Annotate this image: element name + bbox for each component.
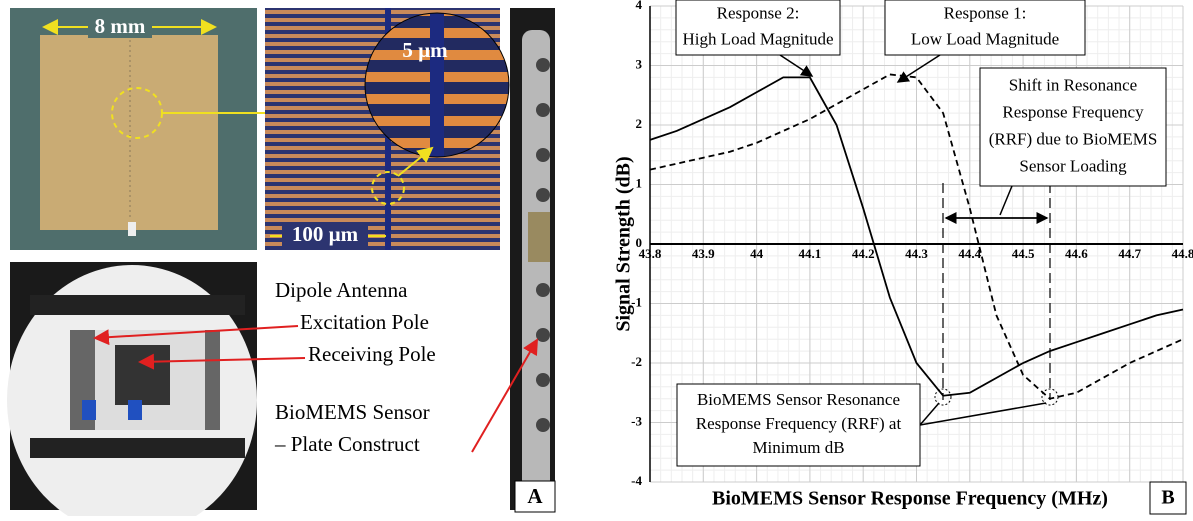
scale-label: 8 mm xyxy=(95,14,146,38)
y-tick-label: 1 xyxy=(636,175,643,190)
x-tick-label: 43.9 xyxy=(692,246,715,261)
x-tick-label: 44.7 xyxy=(1118,246,1141,261)
photo-microscope: 5 µm 100 µm xyxy=(265,8,520,250)
y-tick-label: -2 xyxy=(631,354,642,369)
x-tick-label: 44.5 xyxy=(1012,246,1035,261)
figure: 8 mm 5 µm 100 µm A Dipole Antenna Excita… xyxy=(0,0,1193,516)
callout-label: BioMEMS Sensor xyxy=(275,400,430,424)
annotation: Minimum dB xyxy=(752,438,844,457)
y-tick-label: -4 xyxy=(631,473,642,488)
scale-label: 100 µm xyxy=(292,222,359,246)
annotation: BioMEMS Sensor Resonance xyxy=(697,390,900,409)
x-tick-label: 44.8 xyxy=(1172,246,1193,261)
x-tick-label: 44.2 xyxy=(852,246,875,261)
callout-label: Receiving Pole xyxy=(308,342,436,366)
annotation: Response 1: xyxy=(944,3,1027,22)
x-tick-label: 44.3 xyxy=(905,246,928,261)
callout-label: Excitation Pole xyxy=(300,310,429,334)
scale-label: 5 µm xyxy=(402,38,448,62)
y-tick-label: 3 xyxy=(636,56,643,71)
y-tick-label: -3 xyxy=(631,413,642,428)
y-tick-label: 4 xyxy=(636,0,643,12)
annotation: Shift in Resonance xyxy=(1009,75,1137,94)
pointer xyxy=(898,55,940,82)
x-axis-title: BioMEMS Sensor Response Frequency (MHz) xyxy=(712,488,1108,510)
annotation: Sensor Loading xyxy=(1019,156,1127,175)
x-tick-label: 44 xyxy=(750,246,764,261)
x-tick-label: 44.6 xyxy=(1065,246,1088,261)
page: {"panel_a":{"scale_8mm":"8 mm","scale_5u… xyxy=(0,0,1193,521)
x-tick-label: 44.1 xyxy=(799,246,822,261)
callout-label: – Plate Construct xyxy=(274,432,420,456)
photo-plate: A xyxy=(510,8,555,512)
panel-label: A xyxy=(527,484,543,508)
y-axis-title: Signal Strength (dB) xyxy=(613,156,635,331)
y-tick-label: 2 xyxy=(636,116,643,131)
annotation: Low Load Magnitude xyxy=(911,29,1059,48)
x-tick-label: 44.4 xyxy=(958,246,981,261)
annotation: Response Frequency xyxy=(1002,102,1144,121)
annotation: High Load Magnitude xyxy=(682,29,833,48)
callout-label: Dipole Antenna xyxy=(275,278,408,302)
pointer xyxy=(920,403,1046,425)
photo-fixture xyxy=(7,262,257,516)
annotation: (RRF) due to BioMEMS xyxy=(989,129,1158,148)
annotation: Response Frequency (RRF) at xyxy=(696,414,902,433)
annotation: Response 2: xyxy=(717,3,800,22)
panel-label: B xyxy=(1161,487,1174,509)
